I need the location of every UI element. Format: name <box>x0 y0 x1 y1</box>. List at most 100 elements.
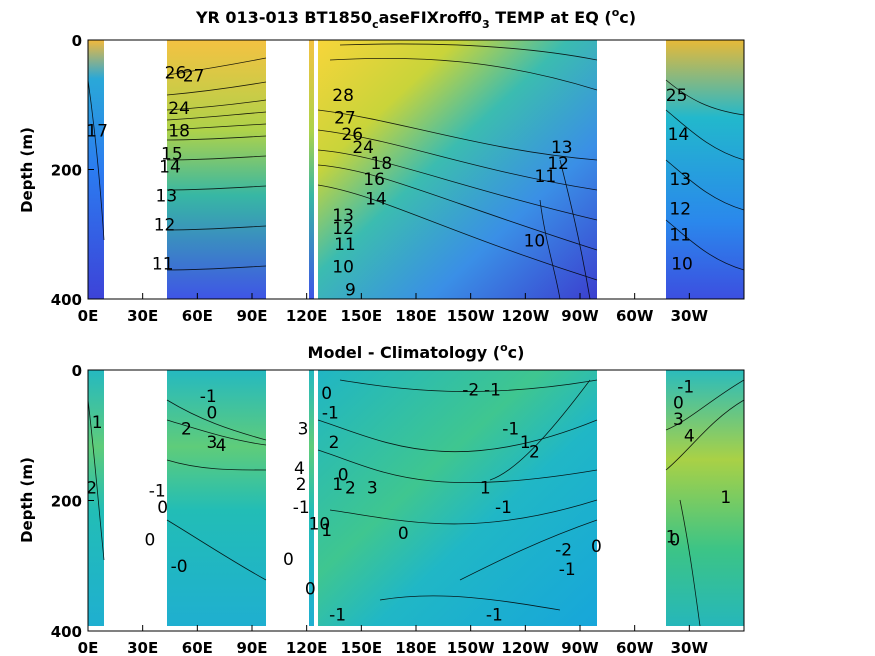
y-tick-label: 400 <box>51 623 82 641</box>
contour-label: 0 <box>591 537 602 557</box>
x-tick-label: 120W <box>501 639 549 656</box>
contour-label: 15 <box>161 144 183 164</box>
x-tick-label: 180E <box>395 307 437 325</box>
contour-label: 2 <box>86 478 97 498</box>
contour-label: 11 <box>334 235 356 255</box>
x-tick-label: 90W <box>561 639 599 656</box>
x-tick-label: 60W <box>616 307 654 325</box>
contour-label: 2 <box>296 475 307 495</box>
diff-field-pacific <box>318 370 597 626</box>
contour-label: 1 <box>720 488 731 508</box>
contour-label: 0 <box>398 524 409 544</box>
y-tick-label: 200 <box>51 162 82 180</box>
field-atlantic <box>666 40 744 299</box>
temperature-field <box>88 40 744 299</box>
contour-label: -1 <box>322 403 339 423</box>
contour-label: 3 <box>673 410 684 430</box>
contour-label: 25 <box>666 86 688 106</box>
contour-label: 17 <box>86 122 108 142</box>
temperature-contour-labels: 1726272418151413121128272624181614131211… <box>86 63 693 300</box>
contour-label: 0 <box>305 580 316 600</box>
contour-label: 2 <box>529 443 540 463</box>
contour-label: 24 <box>168 99 190 119</box>
contour-label: 1 <box>666 527 677 547</box>
contour-label: 1 <box>332 475 343 495</box>
contour-label: 0 <box>321 384 332 404</box>
contour-label: 13 <box>332 206 354 226</box>
contour-label: 10 <box>309 514 331 534</box>
x-tick-label: 0E <box>78 307 99 325</box>
contour-label: 0 <box>283 550 294 570</box>
contour-label: 0 <box>673 394 684 414</box>
x-tick-label: 180E <box>395 639 437 656</box>
contour-label: 11 <box>152 254 174 274</box>
x-tick-label: 90E <box>236 639 267 656</box>
contour-label: 1 <box>520 433 531 453</box>
contour-label: 11 <box>535 167 557 187</box>
contour-label: 27 <box>183 67 205 87</box>
y-tick-label: 200 <box>51 493 82 511</box>
contour-label: 12 <box>669 199 691 219</box>
contour-label: 18 <box>168 122 190 142</box>
contour-label: 12 <box>154 216 176 236</box>
contour-label: 12 <box>332 219 354 239</box>
y-tick-label: 0 <box>72 362 82 380</box>
contour-label: 9 <box>345 280 356 300</box>
difference-y-label: Depth (m) <box>18 457 36 543</box>
diff-field-maritime <box>309 370 314 626</box>
contour-label: 16 <box>363 170 385 190</box>
contour-label: -1 <box>149 482 166 502</box>
contour-label: 26 <box>165 63 187 83</box>
contour-label: 11 <box>669 225 691 245</box>
contour-label: -1 <box>329 606 346 626</box>
contour-label: 13 <box>156 186 178 206</box>
x-tick-label: 120W <box>501 307 549 325</box>
temperature-panel: YR 013-013 BT1850caseFIXroff03 TEMP at E… <box>18 6 745 325</box>
field-maritime <box>309 40 314 299</box>
diff-field-indian <box>167 370 266 626</box>
x-tick-label: 30W <box>671 639 709 656</box>
x-tick-label: 30E <box>127 307 158 325</box>
contour-label: -1 <box>677 377 694 397</box>
contour-label: 14 <box>159 157 181 177</box>
contour-label: 3 <box>206 433 217 453</box>
x-tick-label: 150E <box>341 639 383 656</box>
contour-label: -1 <box>200 387 217 407</box>
x-tick-label: 30W <box>671 307 709 325</box>
x-tick-label: 150W <box>447 307 495 325</box>
contour-label: 24 <box>352 138 374 158</box>
x-tick-label: 150W <box>447 639 495 656</box>
diff-field-atlantic <box>666 370 744 626</box>
difference-panel: Model - Climatology (oc) 12 -100-0-10 <box>18 341 745 656</box>
contour-label: 2 <box>345 478 356 498</box>
x-tick-label: 60W <box>616 639 654 656</box>
contour-label: 2 <box>329 433 340 453</box>
difference-field <box>88 370 744 626</box>
x-tick-label: 0E <box>78 639 99 656</box>
contour-label: -2 <box>462 381 479 401</box>
contour-label: 14 <box>668 125 690 145</box>
contour-label: 0 <box>338 465 349 485</box>
temperature-y-label: Depth (m) <box>18 127 36 213</box>
contour-label: 2 <box>181 420 192 440</box>
contour-label: -1 <box>502 420 519 440</box>
y-tick-label: 0 <box>72 32 82 50</box>
contour-label: -1 <box>495 498 512 518</box>
contour-label: 4 <box>684 426 695 446</box>
contour-label: 13 <box>669 170 691 190</box>
contour-label: 4 <box>216 436 227 456</box>
field-indian <box>167 40 266 299</box>
contour-label: 0 <box>669 531 680 551</box>
contour-label: 18 <box>371 154 393 174</box>
x-tick-label: 120E <box>286 307 328 325</box>
y-tick-label: 400 <box>51 291 82 309</box>
x-tick-label: 60E <box>182 307 213 325</box>
x-tick-label: 30E <box>127 639 158 656</box>
x-tick-label: 120E <box>286 639 328 656</box>
contour-label: 1 <box>321 521 332 541</box>
x-tick-label: 60E <box>182 639 213 656</box>
contour-label: 10 <box>524 232 546 252</box>
contour-label: 0 <box>145 531 156 551</box>
contour-label: 3 <box>298 420 309 440</box>
